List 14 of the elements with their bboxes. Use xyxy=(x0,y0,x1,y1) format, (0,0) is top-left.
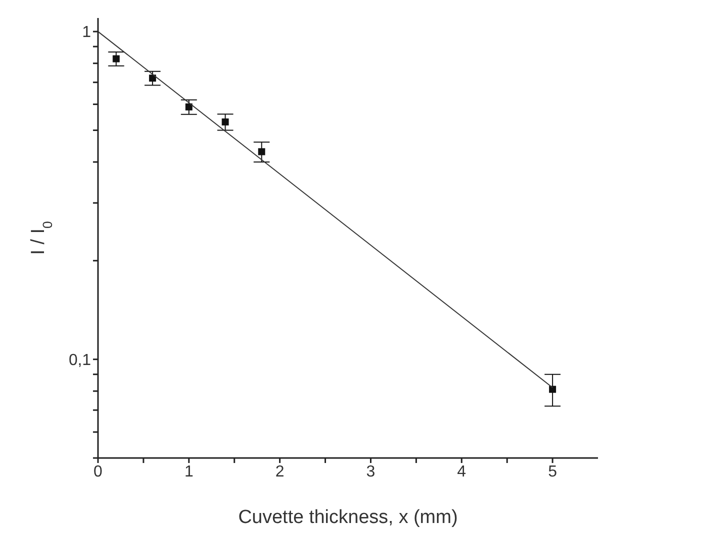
y-tick-label: 0,1 xyxy=(68,352,92,370)
x-tick-label: 0 xyxy=(94,463,103,480)
point xyxy=(549,386,556,393)
point xyxy=(222,118,229,126)
point xyxy=(149,74,156,82)
x-tick-label: 1 xyxy=(184,463,194,480)
x-tick-label: 5 xyxy=(548,463,558,480)
x-tick-label: 3 xyxy=(366,463,376,480)
x-axis-title: Cuvette thickness, x (mm) xyxy=(238,507,458,528)
point xyxy=(258,148,266,156)
point xyxy=(185,103,192,110)
x-tick-label: 2 xyxy=(275,463,284,480)
point xyxy=(112,55,120,62)
x-tick-label: 4 xyxy=(457,463,466,480)
